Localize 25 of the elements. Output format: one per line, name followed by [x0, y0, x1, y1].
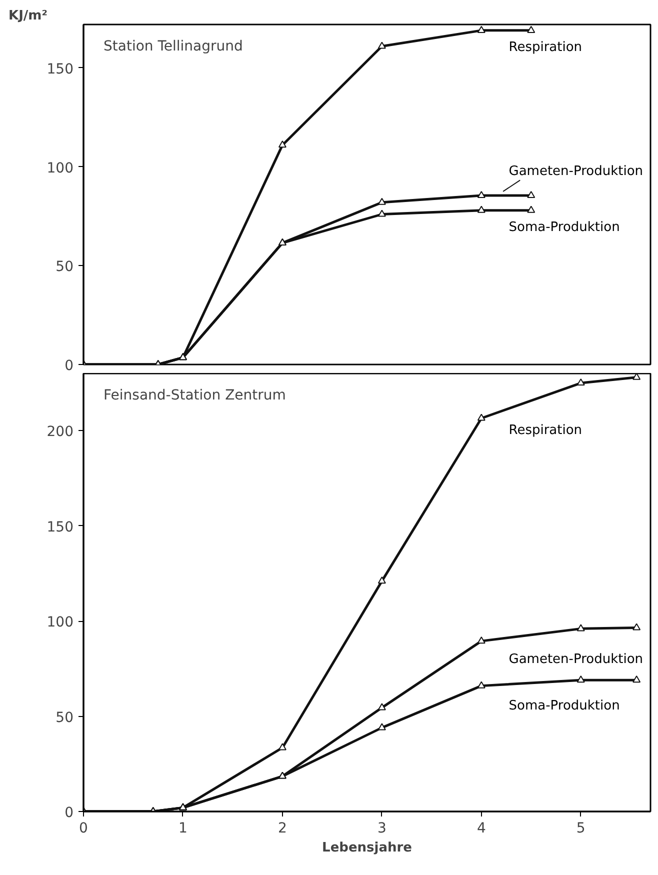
x-tick-label: 4 [476, 820, 486, 836]
x-tick-label: 2 [278, 820, 287, 836]
x-tick-label: 0 [79, 820, 88, 836]
y-tick-label: 0 [64, 805, 74, 821]
y-axis-title: KJ/m² [8, 8, 48, 24]
text: Station Tellinagrund [104, 38, 243, 54]
series-label: Soma-Produktion [508, 698, 620, 714]
x-tick-label: 5 [576, 820, 586, 836]
y-tick-label: 200 [46, 424, 74, 440]
series-label: Gameten-Produktion [508, 652, 644, 668]
series-label: Respiration [508, 40, 582, 55]
series-label: Soma-Produktion [508, 220, 620, 235]
text: Feinsand-Station Zentrum [104, 388, 286, 404]
y-tick-label: 150 [46, 61, 74, 78]
y-tick-label: 150 [46, 519, 74, 536]
x-axis-title: Lebensjahre [322, 840, 412, 856]
y-tick-label: 100 [46, 160, 74, 176]
series-label: Gameten-Produktion [508, 164, 644, 180]
x-tick-label: 3 [377, 820, 386, 836]
y-tick-label: 50 [56, 259, 74, 276]
y-tick-label: 50 [56, 710, 74, 726]
x-tick-label: 1 [178, 820, 188, 836]
series-label: Respiration [508, 422, 582, 438]
y-tick-label: 100 [46, 614, 74, 631]
y-tick-label: 0 [64, 358, 74, 374]
